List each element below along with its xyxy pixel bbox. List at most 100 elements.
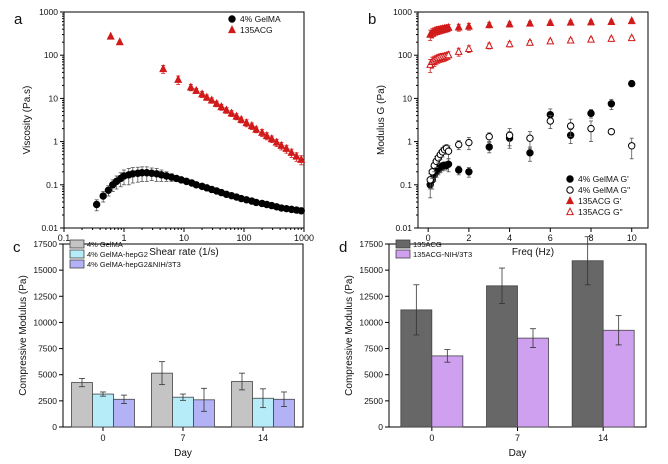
panel-letter: c (13, 239, 21, 256)
legend-label: 135ACG G' (578, 196, 622, 206)
x-tick-label: 4 (507, 233, 512, 243)
data-point (174, 74, 183, 83)
y-tick-label: 10000 (359, 317, 383, 327)
data-point (227, 108, 236, 117)
series-2 (426, 16, 636, 41)
data-point (192, 85, 201, 94)
y-tick-label: 17500 (33, 239, 57, 249)
data-point (607, 127, 616, 136)
x-tick-label: 14 (598, 433, 608, 443)
y-axis-label: Viscosity (Pa.s) (22, 86, 33, 155)
data-point (287, 147, 296, 156)
x-tick-label: 10 (627, 233, 637, 243)
data-point (277, 140, 286, 149)
data-point (607, 100, 616, 108)
data-point (92, 200, 101, 209)
data-point (628, 142, 636, 150)
data-point (566, 122, 575, 130)
y-tick-label: 0 (378, 422, 383, 432)
data-point (607, 16, 616, 25)
data-point (267, 134, 276, 143)
series-3 (426, 33, 636, 73)
y-tick-label: 7500 (38, 344, 57, 354)
data-point (252, 198, 260, 207)
x-tick-label: 0 (100, 433, 105, 443)
data-point (465, 138, 473, 147)
legend-marker (566, 175, 574, 183)
data-point (587, 109, 595, 118)
series-0 (92, 166, 305, 215)
data-point (232, 111, 241, 120)
legend-label: 4% GelMA-hepG2 (87, 250, 148, 259)
data-point (586, 17, 596, 26)
data-point (485, 40, 494, 49)
y-axis-label: Compressive Modulus (Pa) (344, 275, 355, 396)
x-axis-label: Freq (Hz) (512, 247, 554, 258)
data-point (464, 43, 473, 52)
y-tick-label: 0.1 (400, 180, 412, 190)
x-tick-label: 6 (548, 233, 553, 243)
data-point (252, 124, 261, 133)
data-point (222, 105, 231, 114)
data-point (485, 20, 494, 29)
data-point (505, 39, 514, 48)
bar (431, 355, 464, 428)
data-point (282, 143, 291, 152)
data-point (587, 124, 595, 133)
data-point (627, 33, 636, 42)
data-point (485, 143, 493, 151)
legend-marker (227, 25, 237, 34)
y-tick-label: 1000 (39, 7, 58, 17)
legend-swatch (69, 249, 85, 259)
data-point (186, 82, 195, 91)
data-point (242, 118, 251, 127)
x-tick-label: 2 (466, 233, 471, 243)
bar (172, 396, 194, 428)
data-point (546, 117, 555, 125)
data-point (505, 131, 514, 139)
y-tick-label: 1 (407, 137, 412, 147)
data-point (455, 140, 463, 149)
y-tick-label: 0.01 (41, 223, 58, 233)
x-tick-label: 14 (258, 433, 268, 443)
x-axis-label: Day (174, 448, 192, 459)
y-tick-label: 2500 (38, 396, 57, 406)
data-point (444, 50, 453, 59)
y-tick-label: 5000 (38, 370, 57, 380)
x-tick-label: 1000 (294, 233, 314, 243)
y-tick-label: 100 (44, 50, 58, 60)
x-tick-label: 10 (179, 233, 189, 243)
legend-swatch (69, 259, 85, 269)
legend-label: 4% GelMA (87, 240, 123, 249)
bar (571, 260, 604, 428)
legend-label: 4% GelMA G" (578, 185, 630, 195)
x-tick-label: 0.1 (58, 233, 71, 243)
x-tick-label: 0 (429, 433, 434, 443)
data-point (526, 149, 534, 157)
panel-c: 0 2500 5000 7500 10000 12500 15000 17500 0 7 14 4% … (13, 239, 304, 459)
x-tick-label: 0 (426, 233, 431, 243)
y-tick-label: 10 (49, 93, 59, 103)
data-point (586, 34, 596, 43)
data-point (106, 31, 115, 40)
data-point (258, 127, 267, 136)
data-point (198, 89, 207, 98)
bar (486, 285, 518, 428)
x-axis-label: Shear rate (1/s) (149, 247, 218, 258)
data-point (217, 102, 226, 111)
x-axis-label: Day (509, 448, 527, 459)
y-tick-label: 1 (53, 137, 58, 147)
y-tick-label: 15000 (33, 265, 57, 275)
data-point (627, 16, 636, 25)
data-point (454, 22, 463, 31)
legend-marker (566, 186, 574, 194)
x-tick-label: 7 (180, 433, 185, 443)
data-point (505, 19, 514, 28)
data-point (566, 17, 575, 26)
data-point (464, 21, 473, 30)
data-point (444, 22, 453, 31)
legend-label: 135ACG (413, 240, 442, 249)
data-point (212, 98, 221, 107)
data-point (525, 37, 534, 46)
